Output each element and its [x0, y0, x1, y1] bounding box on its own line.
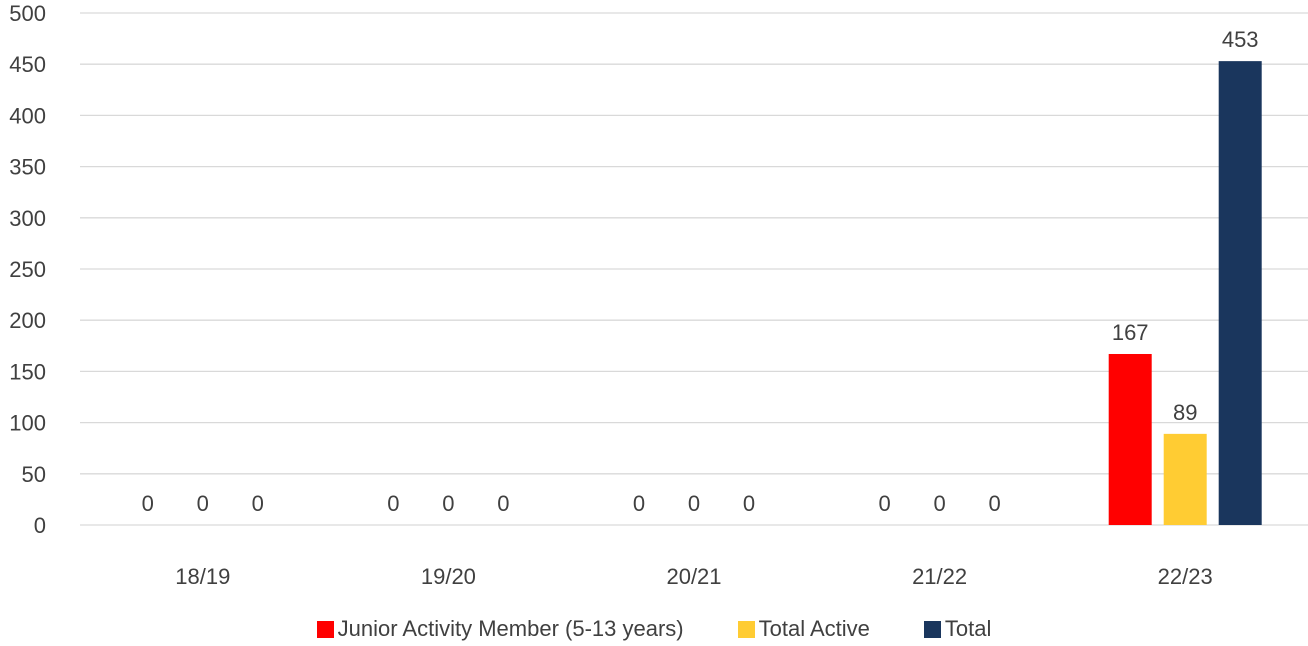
- legend-label-total-active: Total Active: [758, 616, 870, 641]
- x-axis-tick-labels: 18/19 19/20 20/21 21/22 22/23: [175, 564, 1212, 589]
- data-label: 0: [197, 491, 209, 516]
- y-tick-label: 150: [9, 359, 46, 384]
- data-label: 0: [142, 491, 154, 516]
- data-label: 0: [688, 491, 700, 516]
- data-label: 0: [933, 491, 945, 516]
- x-tick-label: 21/22: [912, 564, 967, 589]
- y-tick-label: 450: [9, 52, 46, 77]
- y-tick-label: 50: [22, 462, 46, 487]
- y-tick-label: 200: [9, 308, 46, 333]
- legend-swatch-junior: [316, 620, 334, 638]
- data-label: 0: [497, 491, 509, 516]
- data-label: 0: [252, 491, 264, 516]
- x-tick-label: 20/21: [666, 564, 721, 589]
- legend-label-total: Total: [944, 616, 992, 641]
- data-label: 167: [1112, 320, 1149, 345]
- legend-item-total-active: Total Active: [737, 616, 870, 642]
- bar: [1108, 353, 1152, 525]
- data-label: 89: [1173, 400, 1197, 425]
- data-label: 0: [988, 491, 1000, 516]
- data-label: 453: [1222, 27, 1259, 52]
- legend-swatch-total-active: [737, 620, 755, 638]
- data-label: 0: [633, 491, 645, 516]
- bar: [1218, 61, 1262, 526]
- x-tick-label: 22/23: [1158, 564, 1213, 589]
- legend-item-junior: Junior Activity Member (5-13 years): [316, 616, 684, 642]
- gridlines: [80, 12, 1308, 526]
- y-axis-tick-labels: 0 50 100 150 200 250 300 350 400 450 500: [9, 1, 46, 538]
- data-label: 0: [878, 491, 890, 516]
- legend-item-total: Total: [923, 616, 992, 642]
- y-tick-label: 500: [9, 1, 46, 26]
- legend: Junior Activity Member (5-13 years) Tota…: [0, 612, 1308, 646]
- x-tick-label: 18/19: [175, 564, 230, 589]
- y-tick-label: 0: [34, 513, 46, 538]
- legend-swatch-total: [923, 620, 941, 638]
- y-tick-label: 250: [9, 257, 46, 282]
- y-tick-label: 400: [9, 103, 46, 128]
- data-label: 0: [743, 491, 755, 516]
- legend-label-junior: Junior Activity Member (5-13 years): [337, 616, 684, 641]
- bar-series: [1108, 61, 1262, 526]
- y-tick-label: 350: [9, 155, 46, 180]
- data-label: 0: [387, 491, 399, 516]
- x-tick-label: 19/20: [421, 564, 476, 589]
- bar: [1163, 433, 1207, 525]
- y-tick-label: 100: [9, 411, 46, 436]
- y-tick-label: 300: [9, 206, 46, 231]
- data-label: 0: [442, 491, 454, 516]
- data-labels: 0 0 0 0 0 0 0 0 0 0 0 0 167 89 453: [142, 27, 1259, 516]
